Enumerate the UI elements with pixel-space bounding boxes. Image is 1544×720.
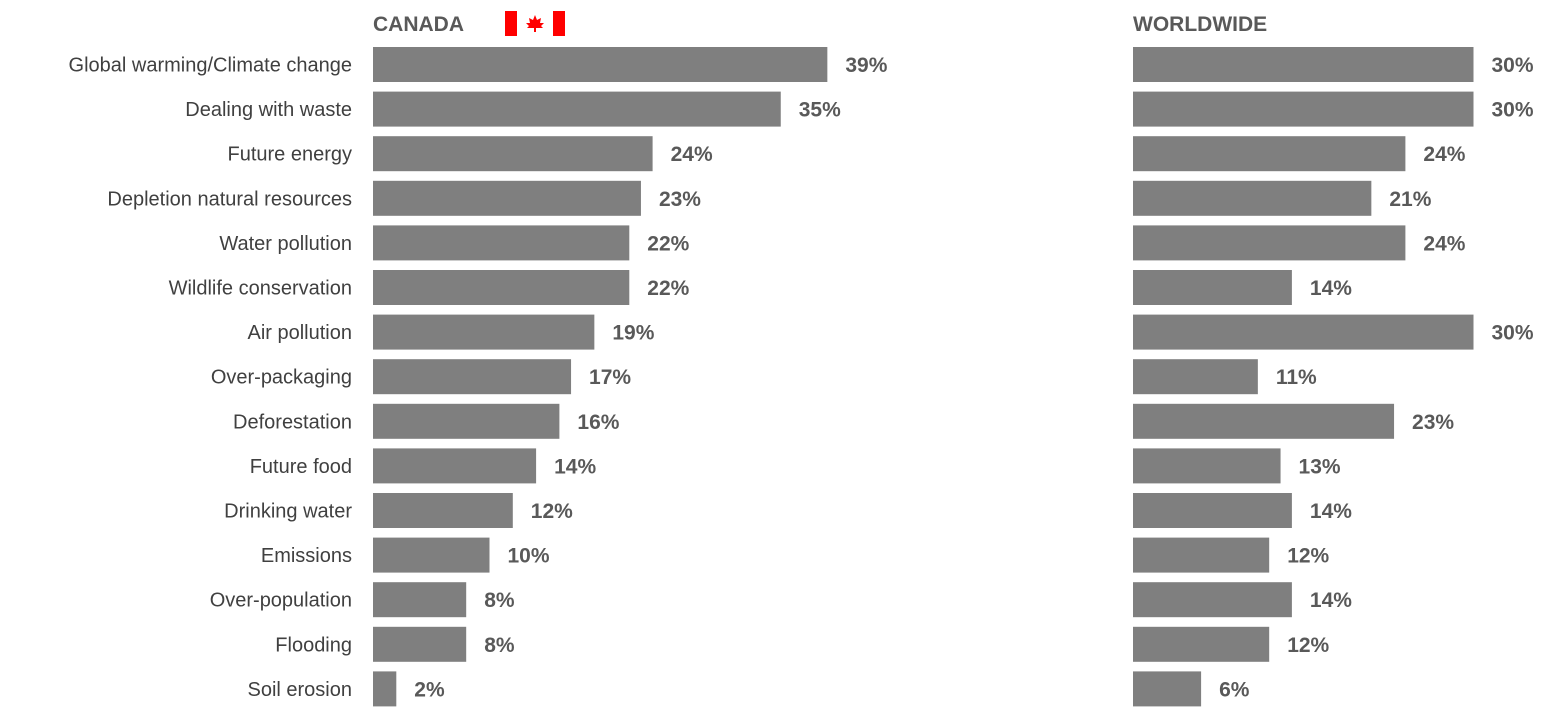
canada-value-label: 22%	[647, 277, 689, 300]
worldwide-bar	[1133, 270, 1292, 305]
worldwide-bar	[1133, 448, 1281, 484]
canada-bar	[373, 225, 630, 261]
canada-bar	[373, 582, 467, 618]
canada-value-label: 23%	[659, 188, 701, 211]
worldwide-value-label: 30%	[1492, 54, 1534, 77]
worldwide-panel-title: WORLDWIDE	[1133, 13, 1267, 36]
worldwide-bar	[1133, 47, 1474, 82]
canada-value-label: 2%	[414, 678, 445, 701]
worldwide-value-label: 12%	[1287, 634, 1329, 657]
category-label: Future food	[250, 456, 352, 478]
canada-value-label: 8%	[484, 589, 515, 612]
canada-value-label: 22%	[647, 232, 689, 255]
canada-bar	[373, 403, 560, 439]
canada-bar	[373, 91, 781, 127]
category-label: Air pollution	[247, 322, 352, 344]
worldwide-value-label: 21%	[1389, 188, 1431, 211]
worldwide-bar	[1133, 403, 1395, 439]
canada-value-label: 10%	[508, 545, 550, 568]
category-label: Over-packaging	[211, 367, 352, 389]
canada-bar	[373, 448, 537, 484]
category-label: Wildlife conservation	[169, 278, 352, 300]
canada-bar	[373, 314, 595, 350]
canada-bar	[373, 626, 467, 662]
worldwide-bar	[1133, 225, 1406, 261]
worldwide-value-label: 11%	[1276, 366, 1317, 389]
canada-bar	[373, 47, 828, 82]
canada-bar	[373, 671, 397, 707]
worldwide-bar	[1133, 582, 1292, 618]
worldwide-value-label: 30%	[1492, 99, 1534, 122]
canada-bar	[373, 359, 572, 395]
worldwide-value-label: 24%	[1423, 232, 1465, 255]
category-label: Depletion natural resources	[107, 188, 352, 210]
canada-value-label: 35%	[799, 99, 841, 122]
canada-value-label: 17%	[589, 366, 631, 389]
canada-flag-icon	[505, 11, 565, 36]
category-label: Emissions	[261, 545, 352, 567]
worldwide-value-label: 14%	[1310, 500, 1352, 523]
worldwide-bar	[1133, 671, 1202, 707]
canada-value-label: 39%	[845, 54, 887, 77]
canada-value-label: 14%	[554, 455, 596, 478]
worldwide-value-label: 12%	[1287, 545, 1329, 568]
worldwide-bar	[1133, 359, 1258, 395]
canada-value-label: 24%	[671, 143, 713, 166]
worldwide-bar	[1133, 314, 1474, 350]
category-label: Flooding	[275, 634, 352, 656]
worldwide-value-label: 23%	[1412, 411, 1454, 434]
worldwide-value-label: 30%	[1492, 322, 1534, 345]
worldwide-bar	[1133, 180, 1372, 216]
worldwide-bars: 30% 30% 24% 21% 24% 14% 30% 11% 23% 13% 14% 12% 14% 1…	[1133, 47, 1534, 707]
canada-value-label: 16%	[577, 411, 619, 434]
canada-value-label: 12%	[531, 500, 573, 523]
worldwide-bar	[1133, 91, 1474, 127]
category-label: Future energy	[227, 144, 352, 166]
worldwide-bar	[1133, 136, 1406, 172]
worldwide-bar	[1133, 626, 1270, 662]
category-label: Global warming/Climate change	[69, 55, 352, 77]
worldwide-value-label: 6%	[1219, 678, 1250, 701]
category-label: Water pollution	[219, 233, 352, 255]
canada-bar	[373, 270, 630, 305]
category-label: Deforestation	[233, 411, 352, 433]
canada-bar	[373, 493, 513, 528]
canada-bar	[373, 180, 641, 216]
category-label: Over-population	[210, 590, 352, 612]
canada-value-label: 19%	[612, 322, 654, 345]
canada-panel-title: CANADA	[373, 13, 464, 36]
category-label: Soil erosion	[247, 679, 352, 701]
worldwide-bar	[1133, 537, 1270, 573]
category-label: Dealing with waste	[185, 99, 352, 121]
category-label: Drinking water	[224, 501, 352, 523]
worldwide-value-label: 24%	[1423, 143, 1465, 166]
canada-bar	[373, 537, 490, 573]
worldwide-value-label: 14%	[1310, 589, 1352, 612]
canada-value-label: 8%	[484, 634, 515, 657]
worldwide-bar	[1133, 493, 1292, 528]
category-labels: Global warming/Climate change Dealing wit…	[69, 55, 353, 701]
canada-bar	[373, 136, 653, 172]
worldwide-value-label: 13%	[1299, 455, 1341, 478]
worldwide-value-label: 14%	[1310, 277, 1352, 300]
canada-bars: 39%35% 24% 23% 22% 22% 19% 17% 16% 14% 12% 10% 8% 8%…	[373, 47, 888, 707]
